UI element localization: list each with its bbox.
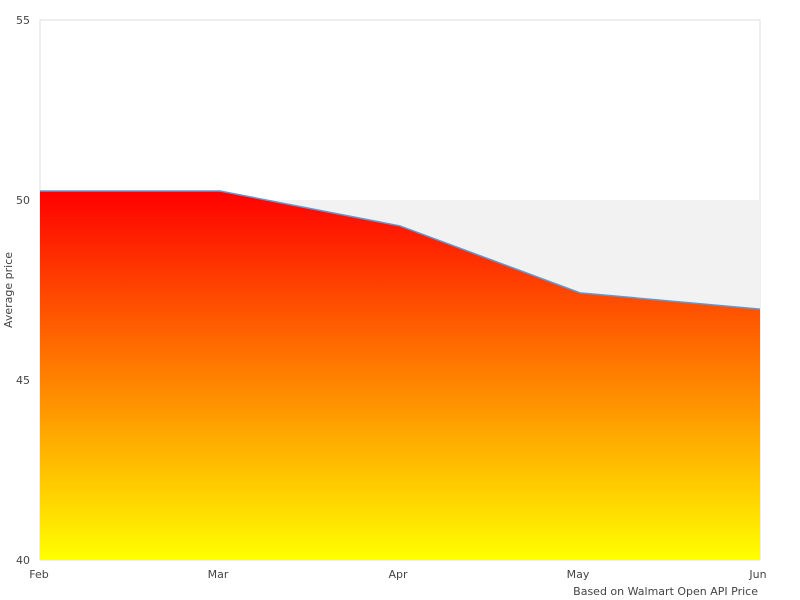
area-series [40,191,760,560]
y-tick-label: 55 [16,14,30,27]
x-tick-label: Jun [748,568,766,581]
credit-text[interactable]: Based on Walmart Open API Price [573,585,758,598]
series-line [40,190,761,310]
x-tick-label: Apr [388,568,408,581]
x-tick-label: Mar [208,568,229,581]
x-tick-label: Feb [29,568,48,581]
y-axis-label: Average price [2,252,15,328]
y-tick-label: 45 [16,374,30,387]
y-tick-label: 50 [16,194,30,207]
y-tick-label: 40 [16,554,30,567]
x-tick-label: May [567,568,590,581]
